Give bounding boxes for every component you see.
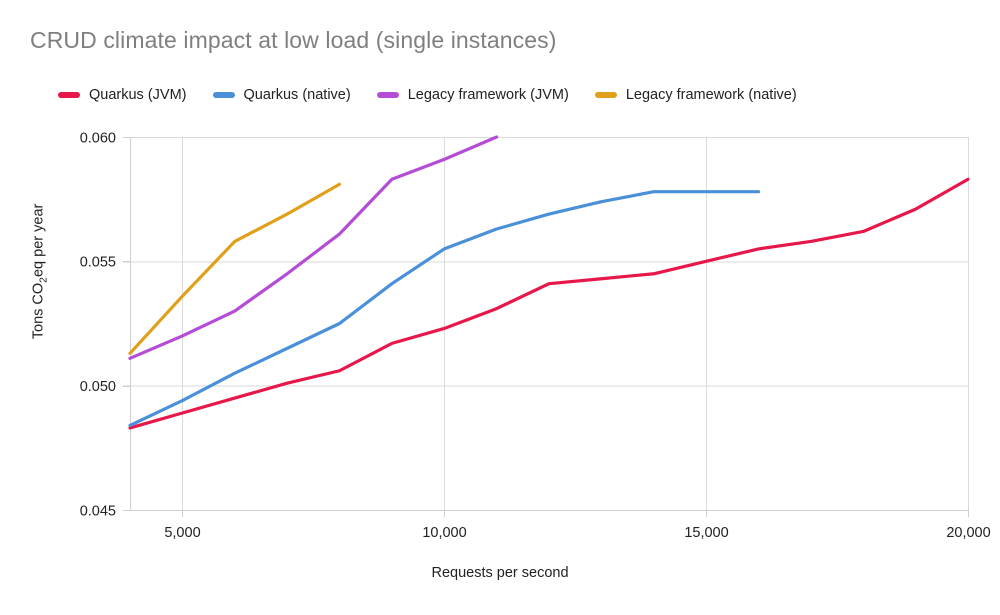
legend-swatch-icon bbox=[594, 92, 617, 98]
legend-item-label: Quarkus (JVM) bbox=[89, 87, 187, 103]
legend-item[interactable]: Quarkus (JVM) bbox=[58, 87, 187, 103]
x-tick-label: 10,000 bbox=[422, 525, 466, 541]
legend-item-label: Quarkus (native) bbox=[243, 87, 351, 103]
legend-swatch-icon bbox=[376, 92, 399, 98]
y-tick-label: 0.055 bbox=[80, 255, 116, 271]
chart-title: CRUD climate impact at low load (single … bbox=[30, 27, 557, 53]
x-tick-label: 15,000 bbox=[684, 525, 728, 541]
legend-swatch-icon bbox=[212, 92, 235, 98]
y-tick-label: 0.045 bbox=[80, 503, 116, 519]
series-line-3 bbox=[128, 135, 499, 360]
legend-item-label: Legacy framework (native) bbox=[625, 87, 797, 103]
chart-legend: Quarkus (JVM) Quarkus (native) Legacy fram… bbox=[58, 84, 823, 106]
x-axis-title: Requests per second bbox=[431, 565, 569, 581]
y-axis-title: Tons CO2eq per year bbox=[30, 203, 50, 340]
x-tick-label: 20,000 bbox=[946, 525, 990, 541]
legend-item[interactable]: Quarkus (native) bbox=[212, 87, 351, 103]
y-tick-label: 0.050 bbox=[80, 379, 116, 395]
legend-item[interactable]: Legacy framework (native) bbox=[594, 87, 797, 103]
legend-swatch-icon bbox=[58, 92, 80, 98]
legend-item[interactable]: Legacy framework (JVM) bbox=[376, 87, 569, 103]
series-line-1 bbox=[128, 177, 970, 430]
series-line-2 bbox=[128, 190, 761, 428]
legend-item-label: Legacy framework (JVM) bbox=[407, 87, 569, 103]
series-line-4 bbox=[128, 182, 342, 355]
x-tick-label: 5,000 bbox=[164, 525, 200, 541]
y-tick-label: 0.060 bbox=[80, 130, 116, 146]
